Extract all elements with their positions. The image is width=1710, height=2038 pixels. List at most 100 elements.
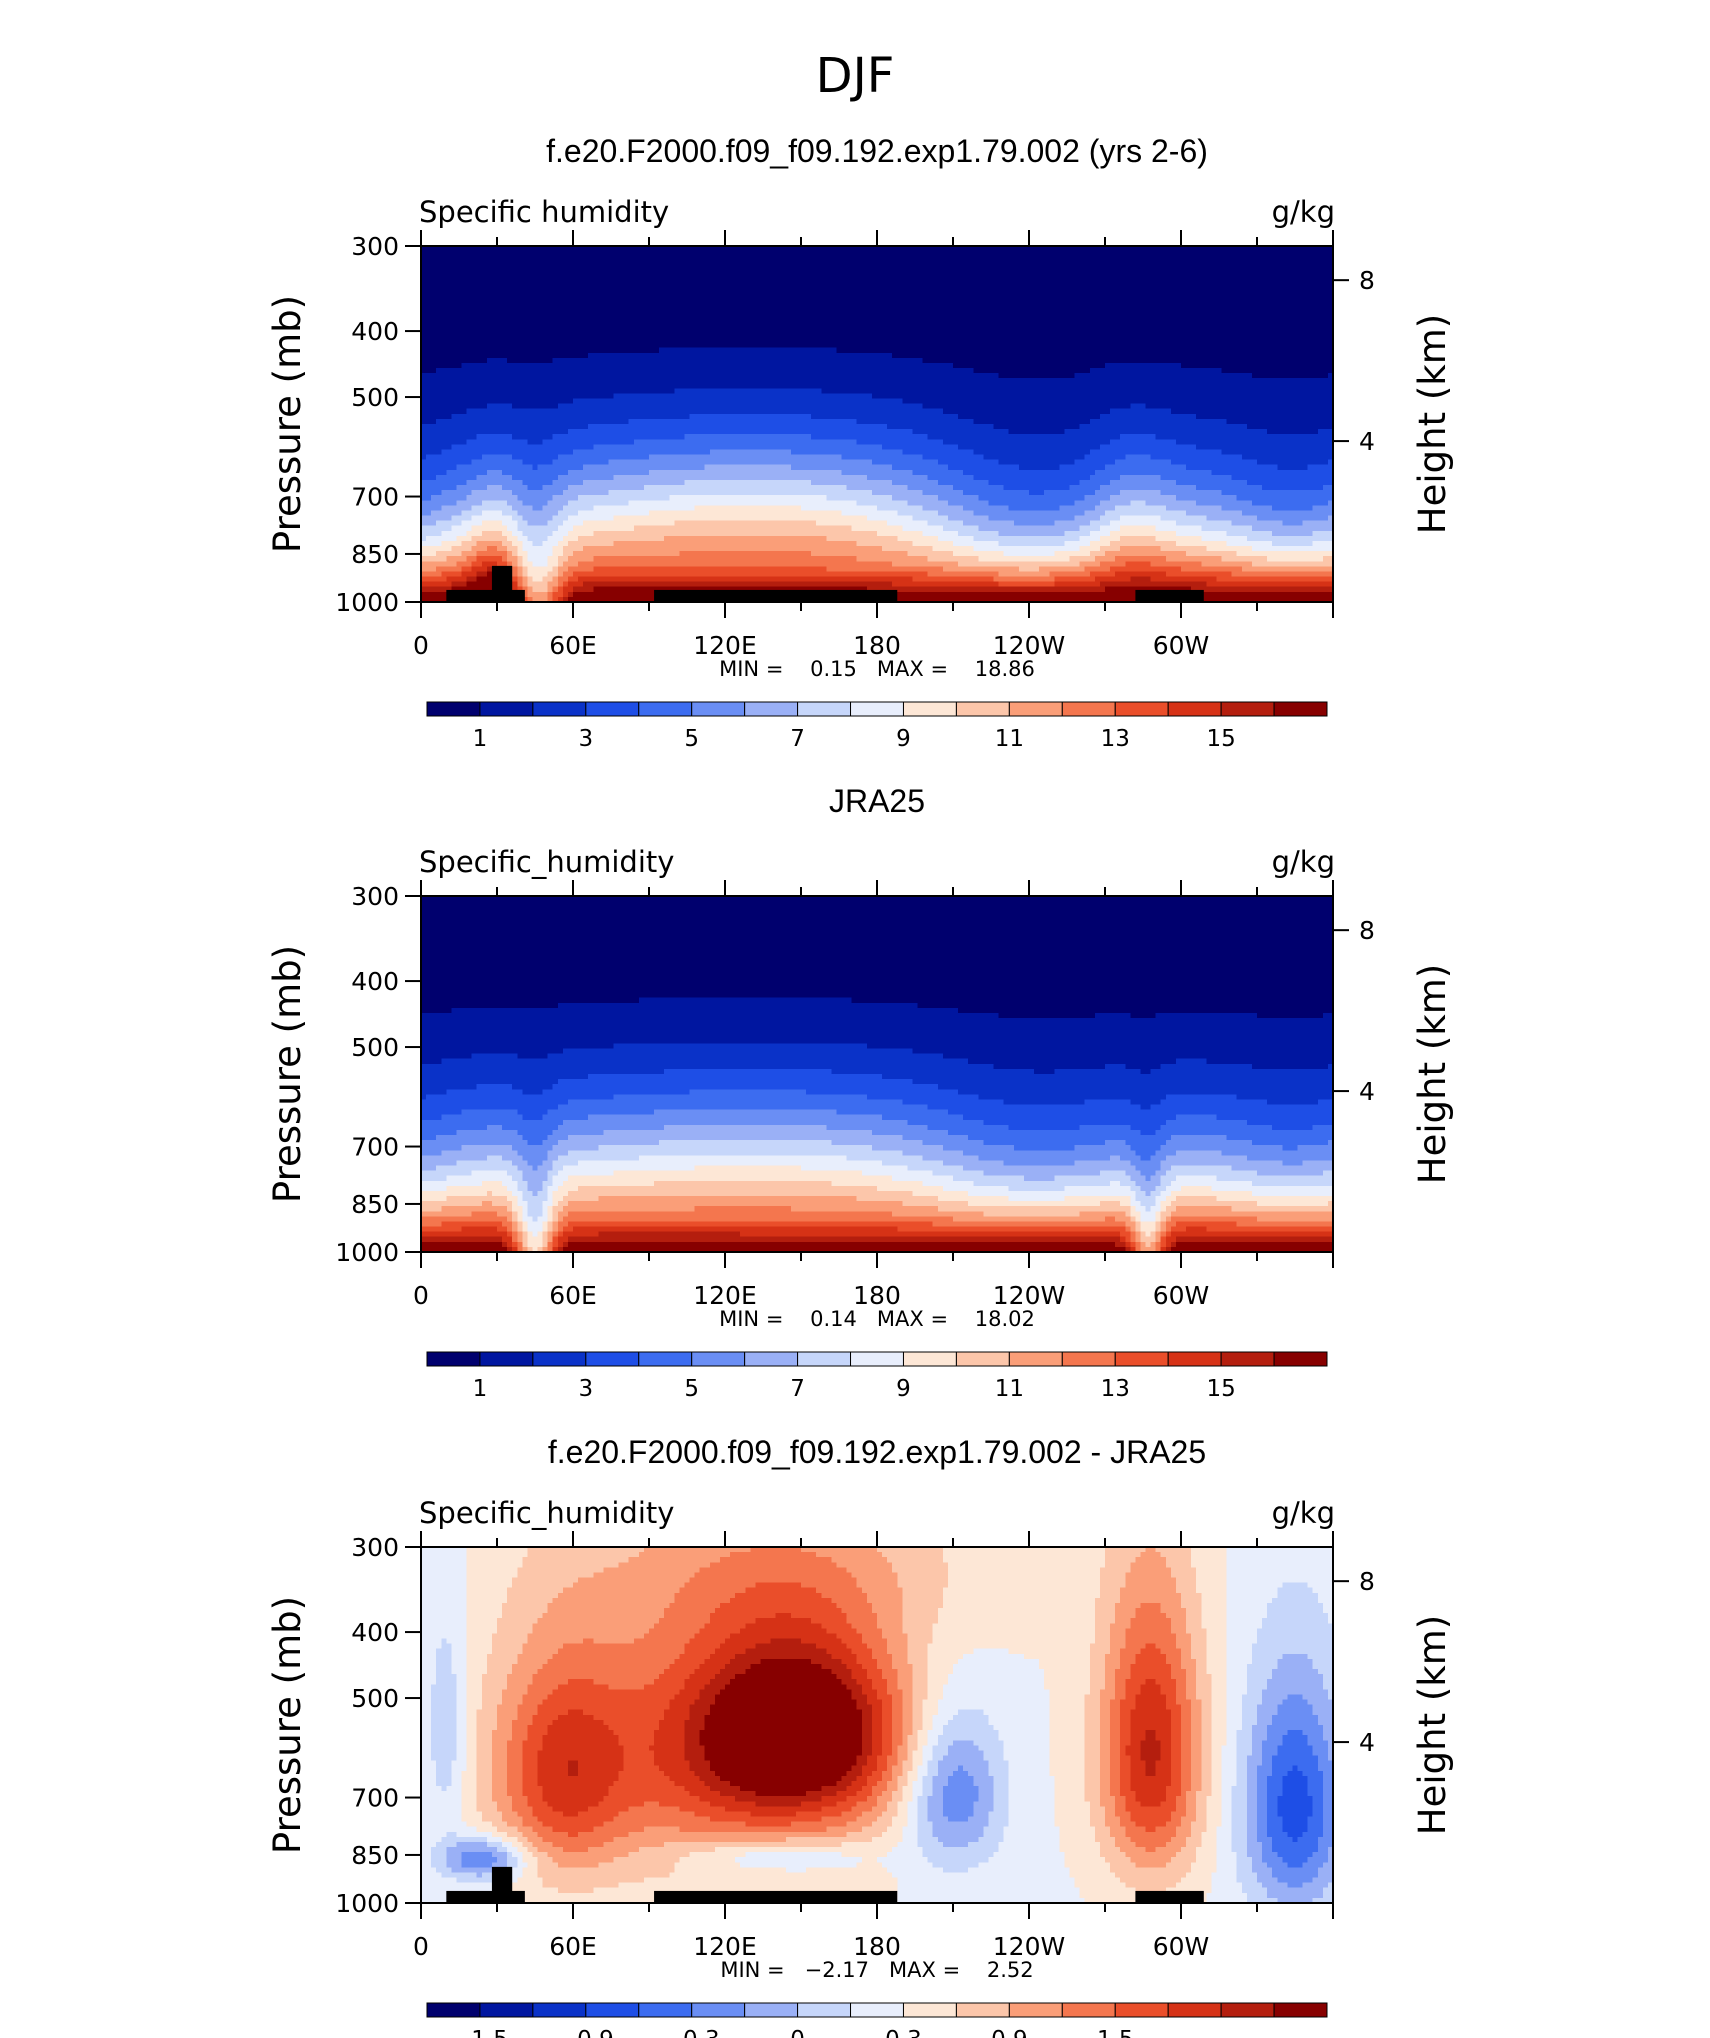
y-tick-label: 500: [351, 1033, 399, 1062]
colorbar-label: 5: [684, 726, 699, 752]
y-tick-label: 500: [351, 1684, 399, 1713]
colorbar-swatch: [1009, 702, 1062, 716]
colorbar-swatch: [533, 2003, 586, 2017]
y-right-tick-label: 8: [1359, 1567, 1375, 1596]
x-tick-label: 60W: [1153, 1281, 1210, 1310]
colorbar-label: 9: [896, 726, 911, 752]
colorbar-swatch: [851, 702, 904, 716]
colorbar-swatch: [692, 702, 745, 716]
colorbar-swatch: [692, 1352, 745, 1366]
y-tick-label: 700: [351, 483, 399, 512]
colorbar-swatch: [1168, 2003, 1221, 2017]
y-axis-title-right: Height (km): [1411, 314, 1454, 534]
land-block: [446, 590, 525, 602]
x-tick-label: 120W: [993, 631, 1065, 660]
colorbar-label: 15: [1206, 1376, 1235, 1402]
land-block: [1135, 590, 1203, 602]
y-tick-label: 300: [351, 232, 399, 261]
land-block: [492, 1867, 512, 1903]
colorbar-swatch: [533, 1352, 586, 1366]
colorbar-label: 0: [790, 2027, 805, 2038]
x-tick-label: 0: [413, 631, 429, 660]
colorbar-swatch: [956, 702, 1009, 716]
y-tick-label: 850: [351, 1190, 399, 1219]
y-tick-label: 400: [351, 317, 399, 346]
colorbar-swatch: [639, 1352, 692, 1366]
colorbar-swatch: [1062, 702, 1115, 716]
colorbar-swatch: [1062, 2003, 1115, 2017]
colorbar-swatch: [480, 702, 533, 716]
colorbar-swatch: [1221, 702, 1274, 716]
colorbar-label: 3: [579, 1376, 594, 1402]
panel-1: f.e20.F2000.f09_f09.192.exp1.79.002 (yrs…: [266, 133, 1454, 752]
colorbar-swatch: [586, 1352, 639, 1366]
y-right-tick-label: 4: [1359, 1728, 1375, 1757]
colorbar-label: 3: [579, 726, 594, 752]
x-tick-label: 60E: [549, 1932, 597, 1961]
colorbar-swatch: [1115, 1352, 1168, 1366]
colorbar-swatch: [480, 1352, 533, 1366]
colorbar-swatch: [1115, 702, 1168, 716]
x-tick-label: 0: [413, 1281, 429, 1310]
variable-label: Specific_humidity: [419, 1496, 674, 1530]
colorbar-label: −1.5: [452, 2027, 508, 2038]
colorbar-swatch: [798, 702, 851, 716]
x-tick-label: 60W: [1153, 631, 1210, 660]
colorbar-label: 1: [473, 726, 488, 752]
colorbar-label: 7: [790, 1376, 805, 1402]
x-tick-label: 120W: [993, 1932, 1065, 1961]
colorbar-swatch: [1274, 1352, 1327, 1366]
y-axis-title: Pressure (mb): [266, 295, 309, 553]
x-tick-label: 180: [853, 631, 901, 660]
y-tick-label: 500: [351, 383, 399, 412]
min-max-stats: MIN = 0.14 MAX = 18.02: [719, 1307, 1035, 1331]
colorbar-swatch: [956, 1352, 1009, 1366]
y-axis-title: Pressure (mb): [266, 945, 309, 1203]
colorbar-swatch: [1062, 1352, 1115, 1366]
land-block: [446, 1891, 525, 1903]
colorbar-label: 9: [896, 1376, 911, 1402]
figure-title: DJF: [816, 48, 895, 104]
colorbar-swatch: [427, 1352, 480, 1366]
colorbar-label: 13: [1101, 726, 1130, 752]
x-tick-label: 120E: [693, 1932, 757, 1961]
colorbar-swatch: [1168, 1352, 1221, 1366]
colorbar-swatch: [1009, 2003, 1062, 2017]
y-tick-label: 1000: [335, 588, 399, 617]
colorbar-swatch: [427, 2003, 480, 2017]
colorbar-swatch: [427, 702, 480, 716]
y-tick-label: 850: [351, 1841, 399, 1870]
colorbar-swatch: [1274, 2003, 1327, 2017]
colorbar-swatch: [903, 2003, 956, 2017]
y-tick-label: 1000: [335, 1238, 399, 1267]
y-tick-label: 300: [351, 1533, 399, 1562]
colorbar-label: −0.3: [664, 2027, 720, 2038]
colorbar-swatch: [851, 1352, 904, 1366]
colorbar-label: 11: [995, 1376, 1024, 1402]
colorbar-label: 15: [1206, 726, 1235, 752]
colorbar-swatch: [586, 702, 639, 716]
colorbar: −1.5−0.9−0.300.30.91.5: [427, 2003, 1327, 2038]
colorbar-label: −0.9: [558, 2027, 614, 2038]
x-tick-label: 180: [853, 1281, 901, 1310]
colorbar-swatch: [1274, 702, 1327, 716]
colorbar-swatch: [1221, 2003, 1274, 2017]
colorbar-label: 7: [790, 726, 805, 752]
y-tick-label: 400: [351, 967, 399, 996]
colorbar-label: 1.5: [1097, 2027, 1134, 2038]
x-tick-label: 120E: [693, 631, 757, 660]
contour-field: [421, 1547, 1334, 1904]
variable-label: Specific_humidity: [419, 845, 674, 879]
x-tick-label: 60W: [1153, 1932, 1210, 1961]
units-label: g/kg: [1272, 1496, 1335, 1530]
x-tick-label: 120E: [693, 1281, 757, 1310]
colorbar-label: 0.3: [885, 2027, 922, 2038]
colorbar-swatch: [1115, 2003, 1168, 2017]
units-label: g/kg: [1272, 195, 1335, 229]
y-axis-title-right: Height (km): [1411, 964, 1454, 1184]
colorbar-swatch: [586, 2003, 639, 2017]
colorbar-swatch: [533, 702, 586, 716]
colorbar-swatch: [798, 2003, 851, 2017]
y-right-tick-label: 8: [1359, 916, 1375, 945]
x-tick-label: 60E: [549, 1281, 597, 1310]
